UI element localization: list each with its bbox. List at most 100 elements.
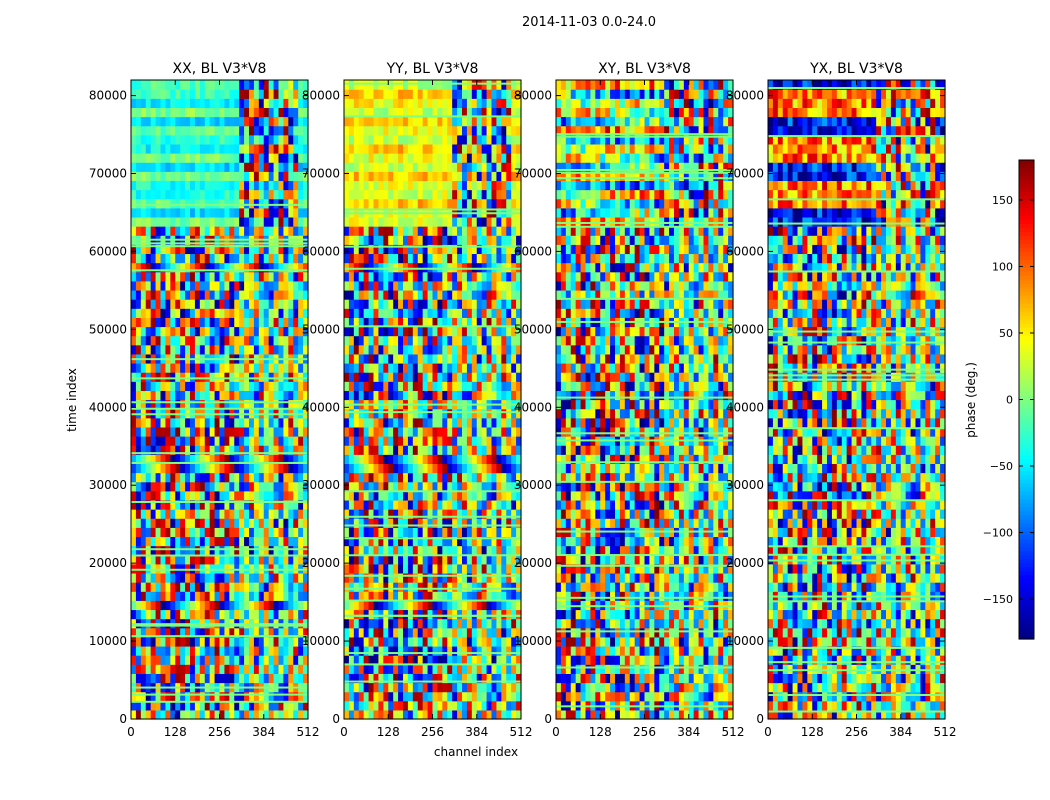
heatmap-cell — [145, 143, 152, 154]
heatmap-cell — [471, 390, 478, 401]
heatmap-cell — [194, 216, 201, 227]
heatmap-cell — [283, 527, 289, 538]
heatmap-cell — [278, 591, 285, 601]
heatmap-cell — [165, 372, 171, 382]
heatmap-cell — [244, 226, 250, 236]
heatmap-cell — [288, 381, 294, 391]
heatmap-cell — [150, 481, 157, 492]
heatmap-cell — [457, 125, 463, 136]
heatmap-cell — [462, 344, 468, 355]
heatmap-cell — [199, 326, 206, 337]
heatmap-cell — [209, 536, 216, 547]
heatmap-cell — [135, 481, 142, 492]
heatmap-cell — [160, 390, 167, 401]
heatmap-cell — [344, 518, 350, 528]
heatmap-cell — [140, 381, 147, 391]
heatmap-cell — [185, 134, 191, 145]
heatmap-cell — [368, 417, 375, 428]
heatmap-cell — [131, 390, 137, 401]
heatmap-cell — [288, 600, 294, 611]
heatmap-cell — [185, 454, 191, 464]
heatmap-cell — [407, 262, 414, 273]
heatmap-cell — [491, 463, 498, 474]
heatmap-cell — [131, 162, 137, 172]
heatmap-cell — [204, 262, 211, 273]
heatmap-cell — [407, 563, 414, 574]
heatmap-cell — [288, 417, 294, 428]
heatmap-cell — [353, 682, 360, 693]
heatmap-cell — [393, 143, 399, 154]
heatmap-cell — [486, 408, 493, 419]
heatmap-cell — [199, 98, 206, 108]
heatmap-cell — [447, 390, 453, 401]
heatmap-cell — [194, 417, 201, 428]
heatmap-cell — [486, 463, 493, 474]
heatmap-cell — [229, 153, 235, 163]
heatmap-cell — [486, 445, 493, 455]
heatmap-cell — [466, 253, 473, 264]
heatmap-cell — [442, 691, 448, 702]
heatmap-cell — [506, 280, 512, 291]
heatmap-cell — [293, 80, 299, 90]
heatmap-cell — [378, 335, 384, 346]
heatmap-cell — [437, 554, 443, 565]
heatmap-cell — [481, 709, 488, 720]
heatmap-cell — [278, 125, 285, 136]
heatmap-cell — [194, 399, 201, 410]
heatmap-cell — [491, 153, 498, 163]
heatmap-cell — [155, 299, 162, 309]
heatmap-cell — [462, 426, 468, 437]
heatmap-cell — [447, 226, 453, 236]
heatmap-cell — [447, 372, 453, 382]
heatmap-cell — [417, 572, 424, 583]
heatmap-cell — [412, 253, 419, 264]
heatmap-cell — [466, 709, 473, 720]
heatmap-cell — [486, 609, 493, 620]
heatmap-cell — [353, 563, 360, 574]
heatmap-cell — [368, 171, 375, 182]
heatmap-cell — [239, 180, 245, 191]
heatmap-cell — [165, 609, 171, 620]
heatmap-cell — [253, 545, 260, 556]
heatmap-cell — [417, 563, 424, 574]
heatmap-cell — [224, 417, 230, 428]
heatmap-cell — [140, 207, 147, 218]
heatmap-cell — [344, 664, 350, 674]
heatmap-cell — [278, 472, 285, 483]
heatmap-cell — [204, 253, 211, 264]
heatmap-cell — [303, 454, 309, 464]
heatmap-cell — [175, 673, 181, 684]
heatmap-cell — [422, 125, 429, 136]
heatmap-cell — [219, 153, 226, 163]
heatmap-cell — [344, 591, 350, 601]
heatmap-cell — [417, 280, 424, 291]
heatmap-cell — [412, 490, 419, 501]
heatmap-cell — [368, 645, 375, 656]
heatmap-cell — [481, 645, 488, 656]
heatmap-cell — [190, 636, 196, 647]
heatmap-cell — [278, 481, 285, 492]
heatmap-cell — [150, 709, 157, 720]
heatmap-cell — [185, 481, 191, 492]
heatmap-cell — [417, 627, 424, 638]
heatmap-cell — [268, 362, 275, 373]
heatmap-cell — [145, 436, 152, 446]
heatmap-cell — [506, 509, 512, 519]
heatmap-cell — [378, 627, 384, 638]
heatmap-cell — [373, 143, 380, 154]
heatmap-cell — [263, 171, 270, 182]
heatmap-cell — [303, 636, 309, 647]
heatmap-cell — [204, 372, 211, 382]
heatmap-cell — [481, 289, 488, 300]
heatmap-cell — [204, 509, 211, 519]
heatmap-cell — [348, 609, 355, 620]
heatmap-cell — [511, 673, 517, 684]
heatmap-cell — [403, 445, 409, 455]
heatmap-cell — [258, 271, 265, 282]
heatmap-cell — [452, 682, 458, 693]
heatmap-cell — [471, 426, 478, 437]
heatmap-cell — [160, 153, 167, 163]
heatmap-cell — [412, 244, 419, 255]
heatmap-cell — [268, 207, 275, 218]
heatmap-cell — [150, 372, 157, 382]
